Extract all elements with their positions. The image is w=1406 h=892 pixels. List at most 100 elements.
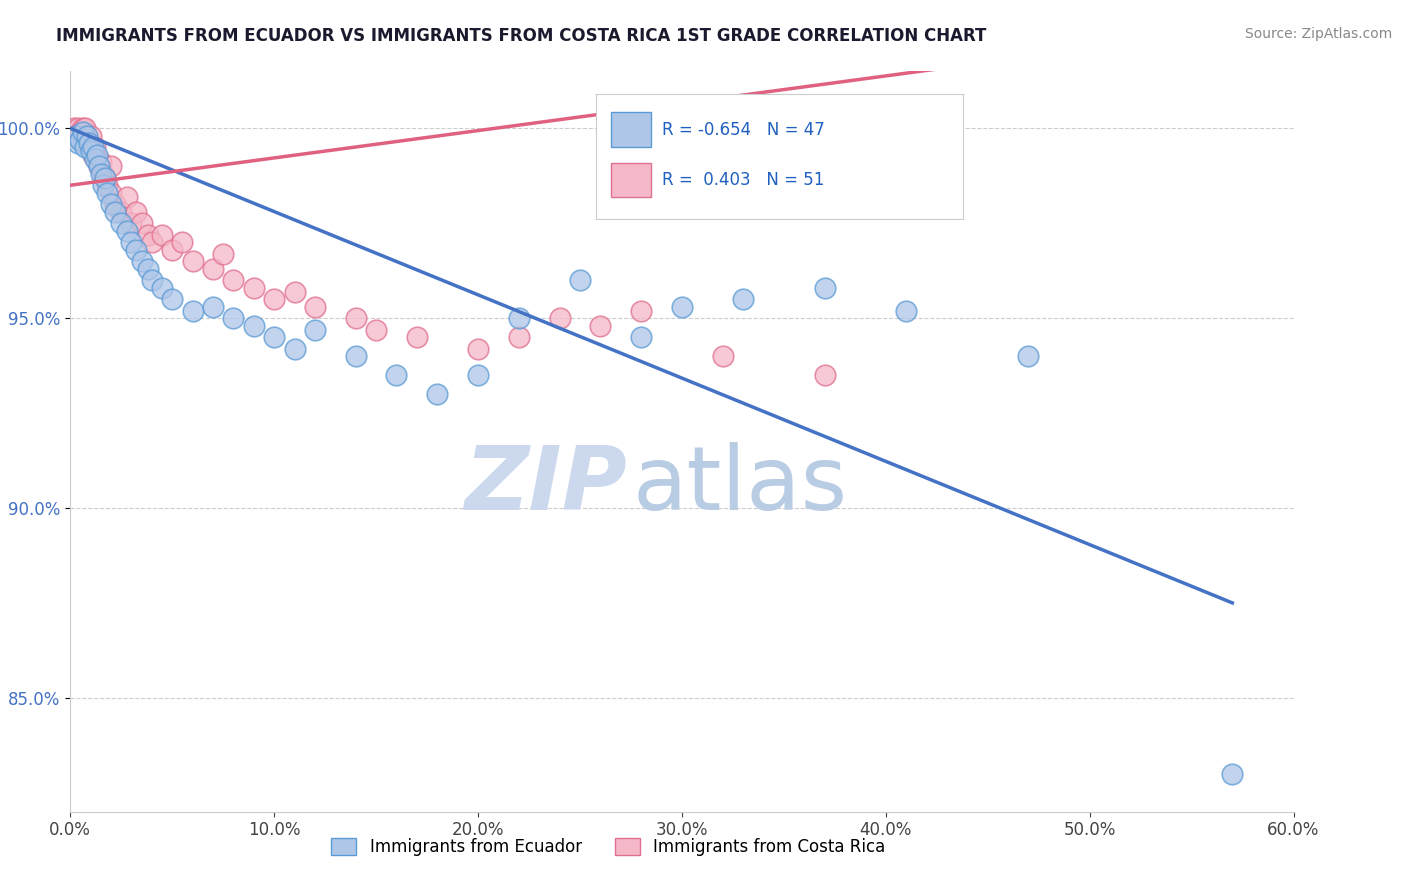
Point — [813, 281, 835, 295]
Point — [304, 300, 326, 314]
Point — [90, 155, 112, 169]
Point — [121, 216, 143, 230]
Point — [77, 136, 100, 151]
Point — [117, 189, 139, 203]
Point — [131, 254, 153, 268]
Point — [162, 292, 183, 306]
Point — [508, 311, 530, 326]
Point — [72, 121, 94, 136]
Point — [136, 227, 159, 242]
Text: ZIP: ZIP — [464, 442, 627, 530]
Point — [83, 152, 105, 166]
Point — [131, 216, 153, 230]
Point — [124, 243, 146, 257]
Point — [813, 368, 835, 383]
Point — [671, 300, 693, 314]
Point — [426, 387, 449, 401]
Point — [162, 243, 183, 257]
Point — [181, 303, 204, 318]
Point — [77, 136, 100, 151]
Point — [731, 292, 754, 306]
Point — [406, 330, 429, 344]
Point — [284, 285, 307, 299]
Point — [73, 121, 96, 136]
Point — [87, 159, 110, 173]
Point — [67, 136, 90, 151]
Point — [76, 128, 98, 143]
Point — [104, 197, 127, 211]
Point — [65, 128, 87, 143]
Point — [76, 133, 98, 147]
Point — [1018, 349, 1040, 363]
Point — [96, 178, 118, 193]
Point — [121, 235, 143, 250]
Point — [82, 140, 104, 154]
Point — [630, 330, 652, 344]
Point — [96, 186, 118, 200]
Point — [79, 144, 103, 158]
Point — [589, 318, 612, 333]
Point — [91, 178, 114, 193]
Point — [73, 128, 96, 143]
Point — [104, 204, 127, 219]
Point — [181, 254, 204, 268]
Point — [222, 273, 245, 287]
Point — [63, 121, 86, 136]
Point — [94, 170, 117, 185]
Point — [263, 330, 285, 344]
Point — [222, 311, 245, 326]
Point — [141, 273, 163, 287]
Point — [548, 311, 571, 326]
Point — [711, 349, 734, 363]
Point — [94, 170, 117, 185]
Point — [172, 235, 194, 250]
Point — [83, 140, 105, 154]
Point — [467, 342, 489, 356]
Point — [82, 148, 104, 162]
Point — [467, 368, 489, 383]
Point — [69, 133, 91, 147]
Point — [263, 292, 285, 306]
Point — [508, 330, 530, 344]
Point — [212, 246, 235, 260]
Point — [69, 125, 91, 139]
Point — [72, 125, 94, 139]
Point — [243, 281, 266, 295]
Point — [894, 303, 917, 318]
Point — [91, 167, 114, 181]
Text: IMMIGRANTS FROM ECUADOR VS IMMIGRANTS FROM COSTA RICA 1ST GRADE CORRELATION CHAR: IMMIGRANTS FROM ECUADOR VS IMMIGRANTS FR… — [56, 27, 987, 45]
Point — [90, 167, 112, 181]
Point — [366, 322, 388, 336]
Point — [284, 342, 307, 356]
Point — [385, 368, 408, 383]
Legend: Immigrants from Ecuador, Immigrants from Costa Rica: Immigrants from Ecuador, Immigrants from… — [325, 831, 893, 863]
Point — [73, 140, 96, 154]
Point — [86, 148, 108, 162]
Point — [86, 152, 108, 166]
Point — [100, 186, 122, 200]
Point — [150, 227, 173, 242]
Point — [117, 224, 139, 238]
Point — [79, 128, 103, 143]
Point — [1220, 766, 1243, 780]
Point — [136, 261, 159, 276]
Point — [110, 216, 132, 230]
Point — [150, 281, 173, 295]
Point — [69, 133, 91, 147]
Text: atlas: atlas — [633, 442, 848, 530]
Point — [243, 318, 266, 333]
Point — [344, 349, 367, 363]
Point — [87, 159, 110, 173]
Text: Source: ZipAtlas.com: Source: ZipAtlas.com — [1244, 27, 1392, 41]
Point — [344, 311, 367, 326]
Point — [141, 235, 163, 250]
Point — [79, 140, 103, 154]
Point — [630, 303, 652, 318]
Point — [202, 261, 225, 276]
Point — [304, 322, 326, 336]
Point — [67, 121, 90, 136]
Point — [100, 197, 122, 211]
Point — [568, 273, 592, 287]
Point — [65, 128, 87, 143]
Point — [124, 204, 146, 219]
